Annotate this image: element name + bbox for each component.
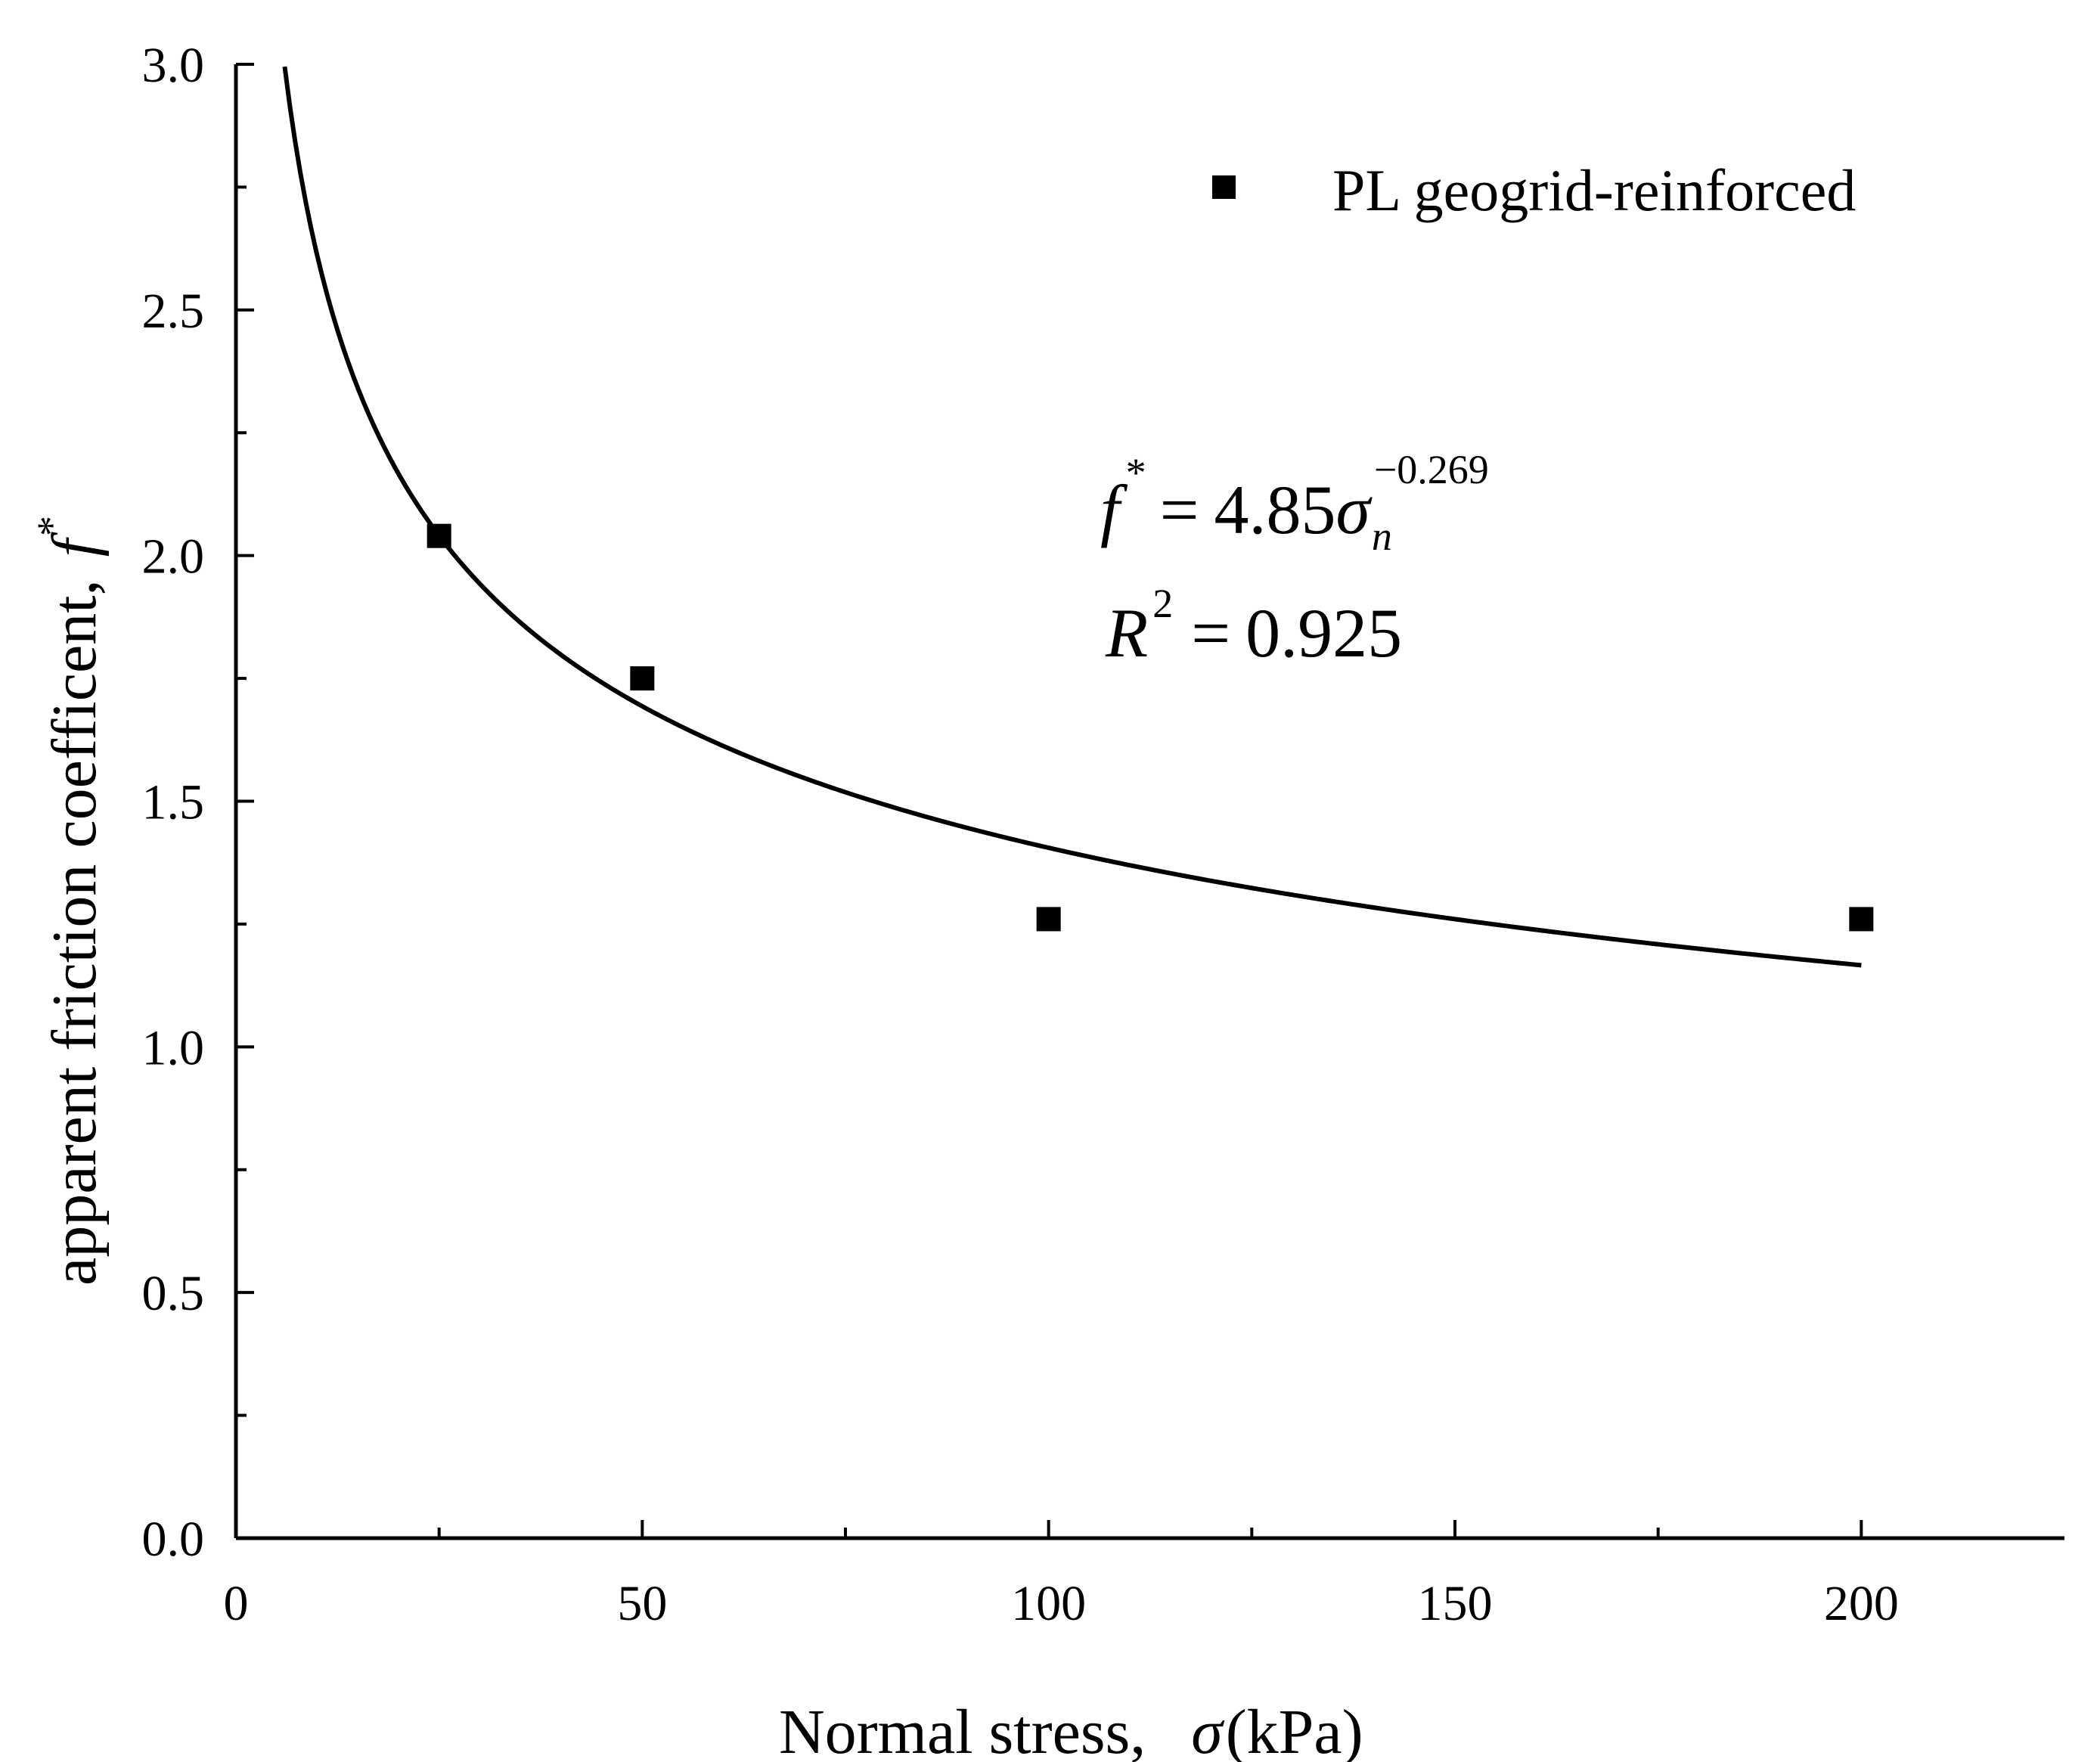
- fit-curve: [282, 66, 1862, 968]
- axes: [234, 64, 2064, 1540]
- y-tick-label: 3.0: [142, 38, 205, 93]
- eq-equals: =: [1160, 471, 1199, 548]
- r2-symbol: R: [1105, 594, 1148, 672]
- x-tick-label: 50: [617, 1576, 667, 1631]
- eq-lhs: f: [1100, 471, 1128, 548]
- data-point: [1849, 907, 1874, 932]
- equation-line-1: f * = 4.85σn −0.269: [1100, 447, 1489, 559]
- legend: PL geogrid-reinforced: [1212, 157, 1856, 223]
- tick-labels: 0 50 100 150 200 0.0 0.5 1.0 1.5 2.0 2.5 3.0: [142, 38, 1899, 1631]
- x-tick-label: 0: [224, 1576, 249, 1631]
- x-axis-title-prefix: Normal stress,: [779, 1697, 1146, 1762]
- y-axis-title-prefix: apparent friction coefficent,: [39, 579, 110, 1286]
- data-point: [1036, 907, 1061, 932]
- eq-coefficient: 4.85: [1214, 471, 1335, 548]
- y-tick-label: 2.5: [142, 284, 205, 339]
- x-axis-title: Normal stress, σ(kPa): [779, 1697, 1363, 1762]
- legend-marker-square: [1212, 175, 1236, 199]
- y-tick-label: 1.5: [142, 775, 205, 830]
- x-tick-label: 100: [1011, 1576, 1086, 1631]
- y-tick-label: 2.0: [142, 529, 205, 585]
- x-axis-title-unit: (kPa): [1226, 1697, 1363, 1762]
- fit-equation: f * = 4.85σn−0.269 R 2 = 0.925: [1100, 447, 1489, 672]
- y-axis-title: apparent friction coefficent,f*: [29, 516, 110, 1286]
- eq-variable: σ: [1335, 471, 1373, 548]
- eq-exponent: −0.269: [1374, 447, 1489, 492]
- r2-value: 0.925: [1245, 594, 1402, 672]
- x-tick-label: 150: [1418, 1576, 1493, 1631]
- equation-line-2: R 2 = 0.925: [1105, 581, 1402, 672]
- eq-variable-sub: n: [1372, 513, 1392, 559]
- data-points: [427, 523, 1874, 932]
- r2-equals: =: [1191, 594, 1230, 672]
- y-tick-label: 0.5: [142, 1266, 205, 1321]
- y-axis-title-sup: *: [29, 516, 74, 536]
- x-axis-title-symbol: σ: [1191, 1697, 1225, 1762]
- r2-sup: 2: [1152, 581, 1173, 626]
- y-tick-label: 1.0: [142, 1020, 205, 1075]
- x-tick-label: 200: [1824, 1576, 1899, 1631]
- data-point: [630, 666, 655, 691]
- ticks: [234, 63, 1863, 1540]
- eq-lhs-sup: *: [1126, 450, 1146, 495]
- legend-label: PL geogrid-reinforced: [1332, 157, 1856, 223]
- data-point: [427, 523, 451, 548]
- y-tick-label: 0.0: [142, 1512, 205, 1567]
